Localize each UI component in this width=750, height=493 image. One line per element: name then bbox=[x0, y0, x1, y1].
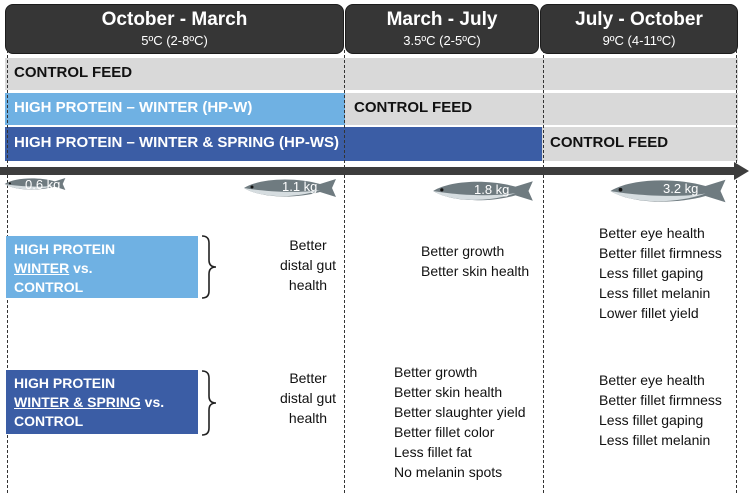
season-header-jul-oct: July - October 9ºC (4-11ºC) bbox=[540, 4, 738, 54]
outcome-item: Better fillet firmness bbox=[599, 245, 722, 261]
outcome-item: Better slaughter yield bbox=[394, 404, 526, 420]
outcome-item: Better skin health bbox=[421, 263, 530, 279]
timeline-arrow bbox=[0, 167, 736, 175]
outcome-item: Better eye health bbox=[599, 372, 705, 388]
hp-winter-spring-control-label: CONTROL FEED bbox=[550, 134, 669, 151]
outcomes-hpws-jul-oct: Better eye health Better fillet firmness… bbox=[599, 370, 722, 450]
salmon-icon bbox=[433, 181, 533, 201]
comparison-vs: vs. bbox=[69, 260, 93, 276]
hp-winter-spring-label: HIGH PROTEIN – WINTER & SPRING (HP-WS) bbox=[14, 134, 340, 151]
control-feed-label: CONTROL FEED bbox=[14, 64, 133, 81]
outcomes-hpw-oct-mar: Better distal gut health bbox=[268, 235, 348, 295]
outcome-item: health bbox=[288, 277, 328, 293]
outcomes-hpws-mar-jul: Better growth Better skin health Better … bbox=[394, 362, 526, 482]
outcome-item: Better fillet firmness bbox=[599, 392, 722, 408]
salmon-icon bbox=[4, 178, 66, 190]
season-title: October - March bbox=[101, 9, 248, 30]
comparison-line3: CONTROL bbox=[14, 279, 84, 295]
outcome-item: Less fillet gaping bbox=[599, 265, 704, 281]
weight-label: 0.6 kg bbox=[25, 177, 61, 192]
outcome-item: Better eye health bbox=[599, 225, 705, 241]
outcome-item: No melanin spots bbox=[394, 464, 503, 480]
comparison-hp-winter-box: HIGH PROTEIN WINTER vs. CONTROL bbox=[6, 236, 198, 298]
season-header-oct-mar: October - March 5ºC (2-8ºC) bbox=[5, 4, 344, 54]
comparison-vs: vs. bbox=[140, 394, 165, 410]
outcome-item: Better bbox=[289, 370, 327, 386]
outcome-item: distal gut bbox=[279, 390, 337, 406]
season-title: July - October bbox=[575, 9, 703, 30]
outcomes-hpw-mar-jul: Better growth Better skin health bbox=[421, 241, 529, 281]
hp-winter-spring-bar: HIGH PROTEIN – WINTER & SPRING (HP-WS) bbox=[5, 127, 542, 161]
weight-label: 1.1 kg bbox=[282, 179, 318, 194]
divider-right bbox=[736, 50, 737, 493]
comparison-line3: CONTROL bbox=[14, 413, 84, 429]
weight-label: 1.8 kg bbox=[474, 182, 510, 197]
outcome-item: Less fillet fat bbox=[394, 444, 472, 460]
brace-icon bbox=[201, 235, 217, 299]
outcome-item: Better growth bbox=[394, 364, 478, 380]
comparison-line1: HIGH PROTEIN bbox=[14, 241, 116, 257]
outcome-item: health bbox=[288, 410, 328, 426]
comparison-hp-winter-spring-box: HIGH PROTEIN WINTER & SPRING vs. CONTROL bbox=[6, 370, 198, 434]
outcome-item: Less fillet melanin bbox=[599, 285, 711, 301]
outcomes-hpw-jul-oct: Better eye health Better fillet firmness… bbox=[599, 223, 722, 323]
control-feed-bar: CONTROL FEED bbox=[5, 58, 738, 90]
outcome-item: Less fillet gaping bbox=[599, 412, 704, 428]
outcome-item: Lower fillet yield bbox=[599, 305, 699, 321]
comparison-line1: HIGH PROTEIN bbox=[14, 375, 116, 391]
outcome-item: distal gut bbox=[279, 257, 337, 273]
comparison-line2: WINTER bbox=[14, 260, 70, 276]
hp-winter-bar: HIGH PROTEIN – WINTER (HP-W) bbox=[5, 93, 345, 125]
hp-winter-label: HIGH PROTEIN – WINTER (HP-W) bbox=[14, 99, 253, 116]
outcomes-hpws-oct-mar: Better distal gut health bbox=[268, 368, 348, 428]
outcome-item: Less fillet melanin bbox=[599, 432, 711, 448]
divider-oct-mar bbox=[344, 50, 345, 493]
timeline-arrow-head bbox=[734, 162, 749, 180]
salmon-icon bbox=[244, 179, 336, 197]
weight-label: 3.2 kg bbox=[663, 181, 699, 196]
hp-winter-control-label: CONTROL FEED bbox=[354, 99, 473, 116]
outcome-item: Better bbox=[289, 237, 327, 253]
outcome-item: Better growth bbox=[421, 243, 505, 259]
salmon-icon bbox=[610, 179, 726, 203]
season-temperature: 5ºC (2-8ºC) bbox=[141, 33, 208, 48]
outcome-item: Better fillet color bbox=[394, 424, 495, 440]
outcome-item: Better skin health bbox=[394, 384, 503, 400]
hp-winter-spring-control-bar: CONTROL FEED bbox=[542, 127, 738, 161]
season-header-mar-jul: March - July 3.5ºC (2-5ºC) bbox=[345, 4, 539, 54]
comparison-line2: WINTER & SPRING bbox=[14, 394, 141, 410]
brace-icon bbox=[201, 370, 217, 436]
season-temperature: 3.5ºC (2-5ºC) bbox=[403, 33, 481, 48]
season-temperature: 9ºC (4-11ºC) bbox=[602, 33, 676, 48]
hp-winter-control-bar: CONTROL FEED bbox=[345, 93, 738, 125]
season-title: March - July bbox=[386, 9, 498, 30]
divider-mar-jul bbox=[543, 50, 544, 493]
